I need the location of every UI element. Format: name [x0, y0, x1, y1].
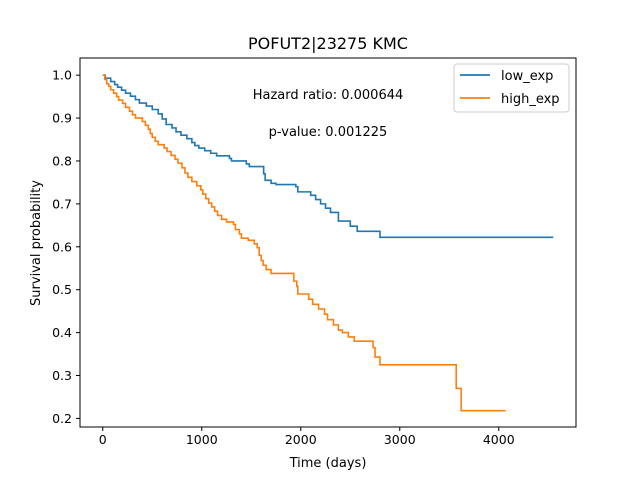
y-tick-label: 0.4 — [52, 325, 72, 340]
x-tick-label: 0 — [99, 432, 107, 447]
series-line-low-exp — [102, 74, 554, 239]
x-tick-label: 2000 — [285, 432, 317, 447]
x-axis-label: Time (days) — [289, 456, 367, 471]
y-tick-label: 0.7 — [52, 196, 72, 211]
y-tick-label: 0.8 — [52, 153, 72, 168]
p-value-annotation: p-value: 0.001225 — [269, 125, 388, 140]
legend-label-low-exp: low_exp — [501, 69, 553, 84]
plot-frame — [79, 57, 577, 428]
legend-box — [453, 63, 570, 113]
x-tick-label: 1000 — [186, 432, 218, 447]
x-tick-label: 3000 — [384, 432, 416, 447]
legend: low_exp high_exp — [453, 63, 570, 113]
x-tick-label: 4000 — [483, 432, 515, 447]
chart-title: POFUT2|23275 KMC — [248, 34, 408, 53]
series-line-high-exp — [102, 74, 506, 412]
series-layer — [102, 74, 554, 412]
legend-label-high-exp: high_exp — [501, 92, 560, 107]
y-tick-label: 1.0 — [52, 68, 72, 83]
y-tick-label: 0.3 — [52, 368, 72, 383]
y-tick-label: 0.6 — [52, 239, 72, 254]
y-tick-label: 0.9 — [52, 111, 72, 126]
y-tick-label: 0.2 — [52, 411, 72, 426]
ticks-layer: 0 1000 2000 3000 4000 0.2 0.3 0.4 0.5 0.6 0.7 0.8 0.… — [52, 68, 515, 447]
y-axis-label: Survival probability — [29, 180, 44, 306]
hazard-ratio-annotation: Hazard ratio: 0.000644 — [253, 88, 404, 103]
y-tick-label: 0.5 — [52, 282, 72, 297]
